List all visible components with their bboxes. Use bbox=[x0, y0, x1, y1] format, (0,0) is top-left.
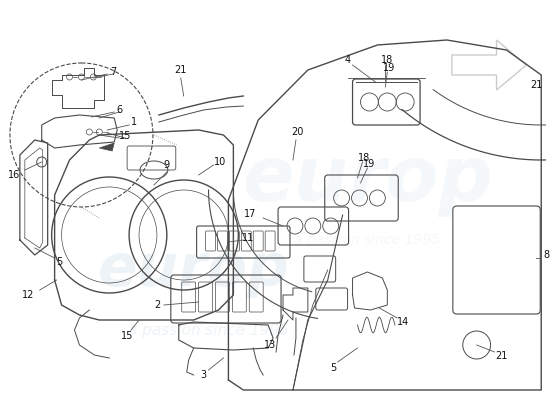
Text: 6: 6 bbox=[116, 105, 122, 115]
Text: 15: 15 bbox=[121, 331, 133, 341]
Text: 20: 20 bbox=[292, 127, 304, 137]
Text: 21: 21 bbox=[174, 65, 187, 75]
Text: 12: 12 bbox=[23, 290, 35, 300]
Polygon shape bbox=[100, 143, 114, 151]
Text: 18: 18 bbox=[381, 55, 393, 65]
Text: 15: 15 bbox=[119, 131, 131, 141]
Text: 14: 14 bbox=[397, 317, 409, 327]
Text: europ: europ bbox=[98, 242, 289, 298]
Text: 5: 5 bbox=[57, 257, 63, 267]
Text: 2: 2 bbox=[154, 300, 160, 310]
Text: 5: 5 bbox=[331, 363, 337, 373]
Text: 9: 9 bbox=[164, 160, 170, 170]
Text: 19: 19 bbox=[383, 63, 395, 73]
Text: 11: 11 bbox=[242, 233, 255, 243]
Text: 18: 18 bbox=[359, 153, 371, 163]
Text: europ: europ bbox=[242, 143, 493, 217]
Text: 3: 3 bbox=[201, 370, 207, 380]
Text: 21: 21 bbox=[530, 80, 542, 90]
Text: 1: 1 bbox=[131, 117, 137, 127]
Text: 4: 4 bbox=[344, 55, 351, 65]
Text: a passion since 1995: a passion since 1995 bbox=[128, 322, 289, 338]
Text: 21: 21 bbox=[496, 351, 508, 361]
Text: 10: 10 bbox=[214, 157, 227, 167]
Text: 8: 8 bbox=[543, 250, 549, 260]
Text: a passion since 1995: a passion since 1995 bbox=[294, 233, 441, 247]
Text: 7: 7 bbox=[110, 67, 117, 77]
Text: 19: 19 bbox=[364, 159, 376, 169]
Text: 16: 16 bbox=[8, 170, 20, 180]
Text: 13: 13 bbox=[264, 340, 276, 350]
Text: 17: 17 bbox=[244, 209, 256, 219]
